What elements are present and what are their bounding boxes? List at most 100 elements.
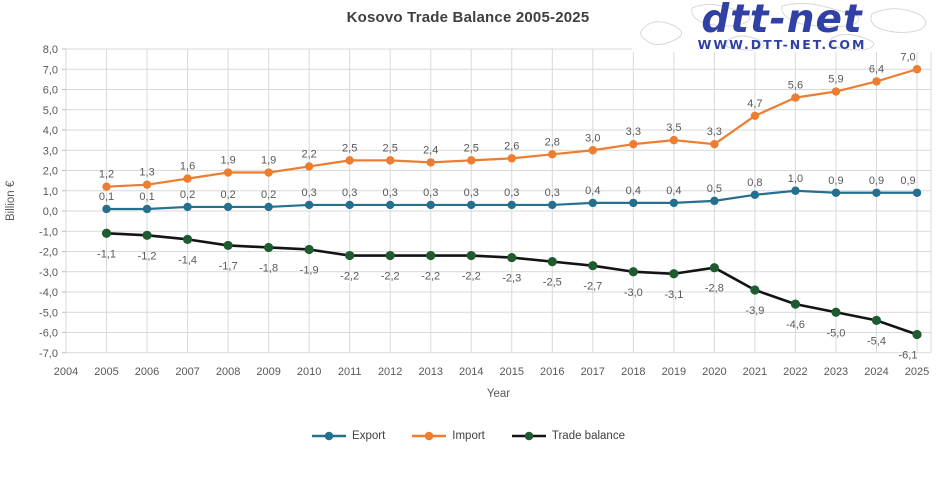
logo-text: dtt-net: [701, 0, 863, 42]
svg-text:2004: 2004: [54, 366, 78, 378]
svg-text:3,3: 3,3: [626, 126, 641, 138]
svg-text:-1,7: -1,7: [219, 260, 238, 272]
svg-text:0,8: 0,8: [747, 177, 762, 189]
legend-item-export: Export: [311, 430, 385, 442]
svg-text:2020: 2020: [702, 366, 726, 378]
svg-text:0,2: 0,2: [261, 189, 276, 201]
svg-text:1,0: 1,0: [788, 173, 803, 185]
svg-text:7,0: 7,0: [43, 64, 58, 76]
svg-text:0,4: 0,4: [666, 185, 681, 197]
export-legend-marker: [312, 431, 347, 441]
svg-text:1,2: 1,2: [99, 169, 114, 181]
svg-text:-5,0: -5,0: [39, 307, 58, 319]
svg-text:0,4: 0,4: [626, 185, 641, 197]
svg-text:4,0: 4,0: [43, 125, 58, 137]
svg-text:-2,2: -2,2: [381, 271, 400, 283]
svg-text:2007: 2007: [175, 366, 199, 378]
svg-text:-2,2: -2,2: [421, 271, 440, 283]
svg-text:3,3: 3,3: [707, 126, 722, 138]
svg-text:0,9: 0,9: [828, 175, 843, 187]
svg-text:5,0: 5,0: [43, 105, 58, 117]
svg-text:3,5: 3,5: [666, 122, 681, 134]
x-axis-title: Year: [487, 388, 510, 400]
svg-text:1,3: 1,3: [139, 167, 154, 179]
svg-text:-4,6: -4,6: [786, 319, 805, 331]
svg-text:2024: 2024: [864, 366, 888, 378]
svg-text:0,9: 0,9: [900, 175, 915, 187]
svg-text:0,3: 0,3: [504, 187, 519, 199]
svg-text:2015: 2015: [500, 366, 524, 378]
legend-label-trade-balance: Trade balance: [551, 430, 625, 442]
svg-text:2005: 2005: [94, 366, 118, 378]
legend-label-import: Import: [452, 430, 485, 442]
chart-canvas: 8,07,06,05,04,03,02,01,00,0-1,0-2,0-3,0-…: [5, 44, 932, 400]
svg-text:-2,2: -2,2: [462, 271, 481, 283]
export-series: 0,1 0,1 0,2 0,2 0,2 0,3 0,3 0,3 0,3 0,3 0,3 0,3 0,4 0…: [99, 173, 922, 214]
svg-text:0,1: 0,1: [139, 191, 154, 203]
svg-text:7,0: 7,0: [900, 51, 915, 63]
svg-text:2016: 2016: [540, 366, 564, 378]
svg-text:4,7: 4,7: [747, 98, 762, 110]
svg-text:-6,1: -6,1: [899, 350, 918, 362]
svg-text:6,4: 6,4: [869, 63, 884, 75]
svg-text:5,9: 5,9: [828, 74, 843, 86]
svg-text:-2,7: -2,7: [583, 281, 602, 293]
svg-text:-6,0: -6,0: [39, 328, 58, 340]
svg-text:2,8: 2,8: [545, 136, 560, 148]
legend-label-export: Export: [352, 430, 386, 442]
svg-text:2023: 2023: [824, 366, 848, 378]
svg-text:2,4: 2,4: [423, 144, 438, 156]
svg-text:2022: 2022: [783, 366, 807, 378]
svg-text:0,3: 0,3: [423, 187, 438, 199]
svg-text:0,3: 0,3: [301, 187, 316, 199]
svg-text:6,0: 6,0: [43, 85, 58, 97]
svg-text:3,0: 3,0: [43, 145, 58, 157]
svg-text:0,2: 0,2: [220, 189, 235, 201]
svg-text:-1,4: -1,4: [178, 254, 197, 266]
world-map-decoration: [640, 3, 927, 51]
svg-text:-5,4: -5,4: [867, 335, 886, 347]
svg-text:-4,0: -4,0: [39, 287, 58, 299]
svg-text:1,0: 1,0: [43, 186, 58, 198]
svg-text:-2,8: -2,8: [705, 283, 724, 295]
trade-balance-legend-marker: [511, 431, 546, 441]
svg-text:0,4: 0,4: [585, 185, 600, 197]
dtt-net-logo: dtt-net WWW.DTT-NET.COM: [632, 0, 932, 52]
svg-text:2,0: 2,0: [43, 166, 58, 178]
svg-text:2008: 2008: [216, 366, 240, 378]
logo-url: WWW.DTT-NET.COM: [697, 37, 867, 52]
svg-text:2019: 2019: [662, 366, 686, 378]
svg-text:-7,0: -7,0: [39, 348, 58, 360]
svg-text:-1,8: -1,8: [259, 262, 278, 274]
svg-text:2,6: 2,6: [504, 140, 519, 152]
svg-text:0,0: 0,0: [43, 206, 58, 218]
chart-title: Kosovo Trade Balance 2005-2025: [346, 9, 590, 26]
svg-text:1,9: 1,9: [261, 155, 276, 167]
svg-text:0,3: 0,3: [464, 187, 479, 199]
svg-text:2,5: 2,5: [464, 142, 479, 154]
legend-item-import: Import: [411, 430, 485, 442]
svg-text:-1,1: -1,1: [97, 248, 116, 260]
svg-text:2017: 2017: [581, 366, 605, 378]
svg-text:-3,0: -3,0: [39, 267, 58, 279]
svg-text:2009: 2009: [256, 366, 280, 378]
svg-text:5,6: 5,6: [788, 80, 803, 92]
svg-text:0,3: 0,3: [545, 187, 560, 199]
import-legend-marker: [412, 431, 447, 441]
svg-text:2018: 2018: [621, 366, 645, 378]
svg-text:2011: 2011: [338, 366, 362, 378]
y-axis: 8,0 7,0 6,0 5,0 4,0 3,0 2,0 1,0 0,0 -1,0 -2,0 -3,0 -…: [39, 44, 66, 360]
svg-text:-2,3: -2,3: [502, 273, 521, 285]
gridlines: [65, 48, 932, 354]
chart-legend: Export Import Trade balance: [0, 427, 936, 445]
svg-text:0,1: 0,1: [99, 191, 114, 203]
svg-text:-2,5: -2,5: [543, 277, 562, 289]
svg-text:-1,9: -1,9: [300, 264, 319, 276]
svg-text:-5,0: -5,0: [826, 327, 845, 339]
svg-text:2,2: 2,2: [301, 148, 316, 160]
svg-text:-3,1: -3,1: [664, 289, 683, 301]
svg-text:2025: 2025: [905, 366, 929, 378]
svg-text:2,5: 2,5: [383, 142, 398, 154]
svg-text:0,3: 0,3: [383, 187, 398, 199]
svg-text:-3,9: -3,9: [745, 305, 764, 317]
